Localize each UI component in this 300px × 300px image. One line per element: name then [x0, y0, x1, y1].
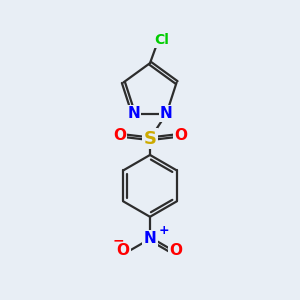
Text: S: S [143, 130, 157, 148]
Text: O: O [174, 128, 187, 143]
Text: O: O [169, 243, 182, 258]
Text: N: N [127, 106, 140, 121]
Text: −: − [112, 234, 124, 248]
Text: +: + [158, 224, 169, 237]
Text: O: O [117, 243, 130, 258]
Text: O: O [113, 128, 126, 143]
Text: N: N [160, 106, 173, 121]
Text: Cl: Cl [154, 33, 169, 46]
Text: N: N [144, 231, 156, 246]
